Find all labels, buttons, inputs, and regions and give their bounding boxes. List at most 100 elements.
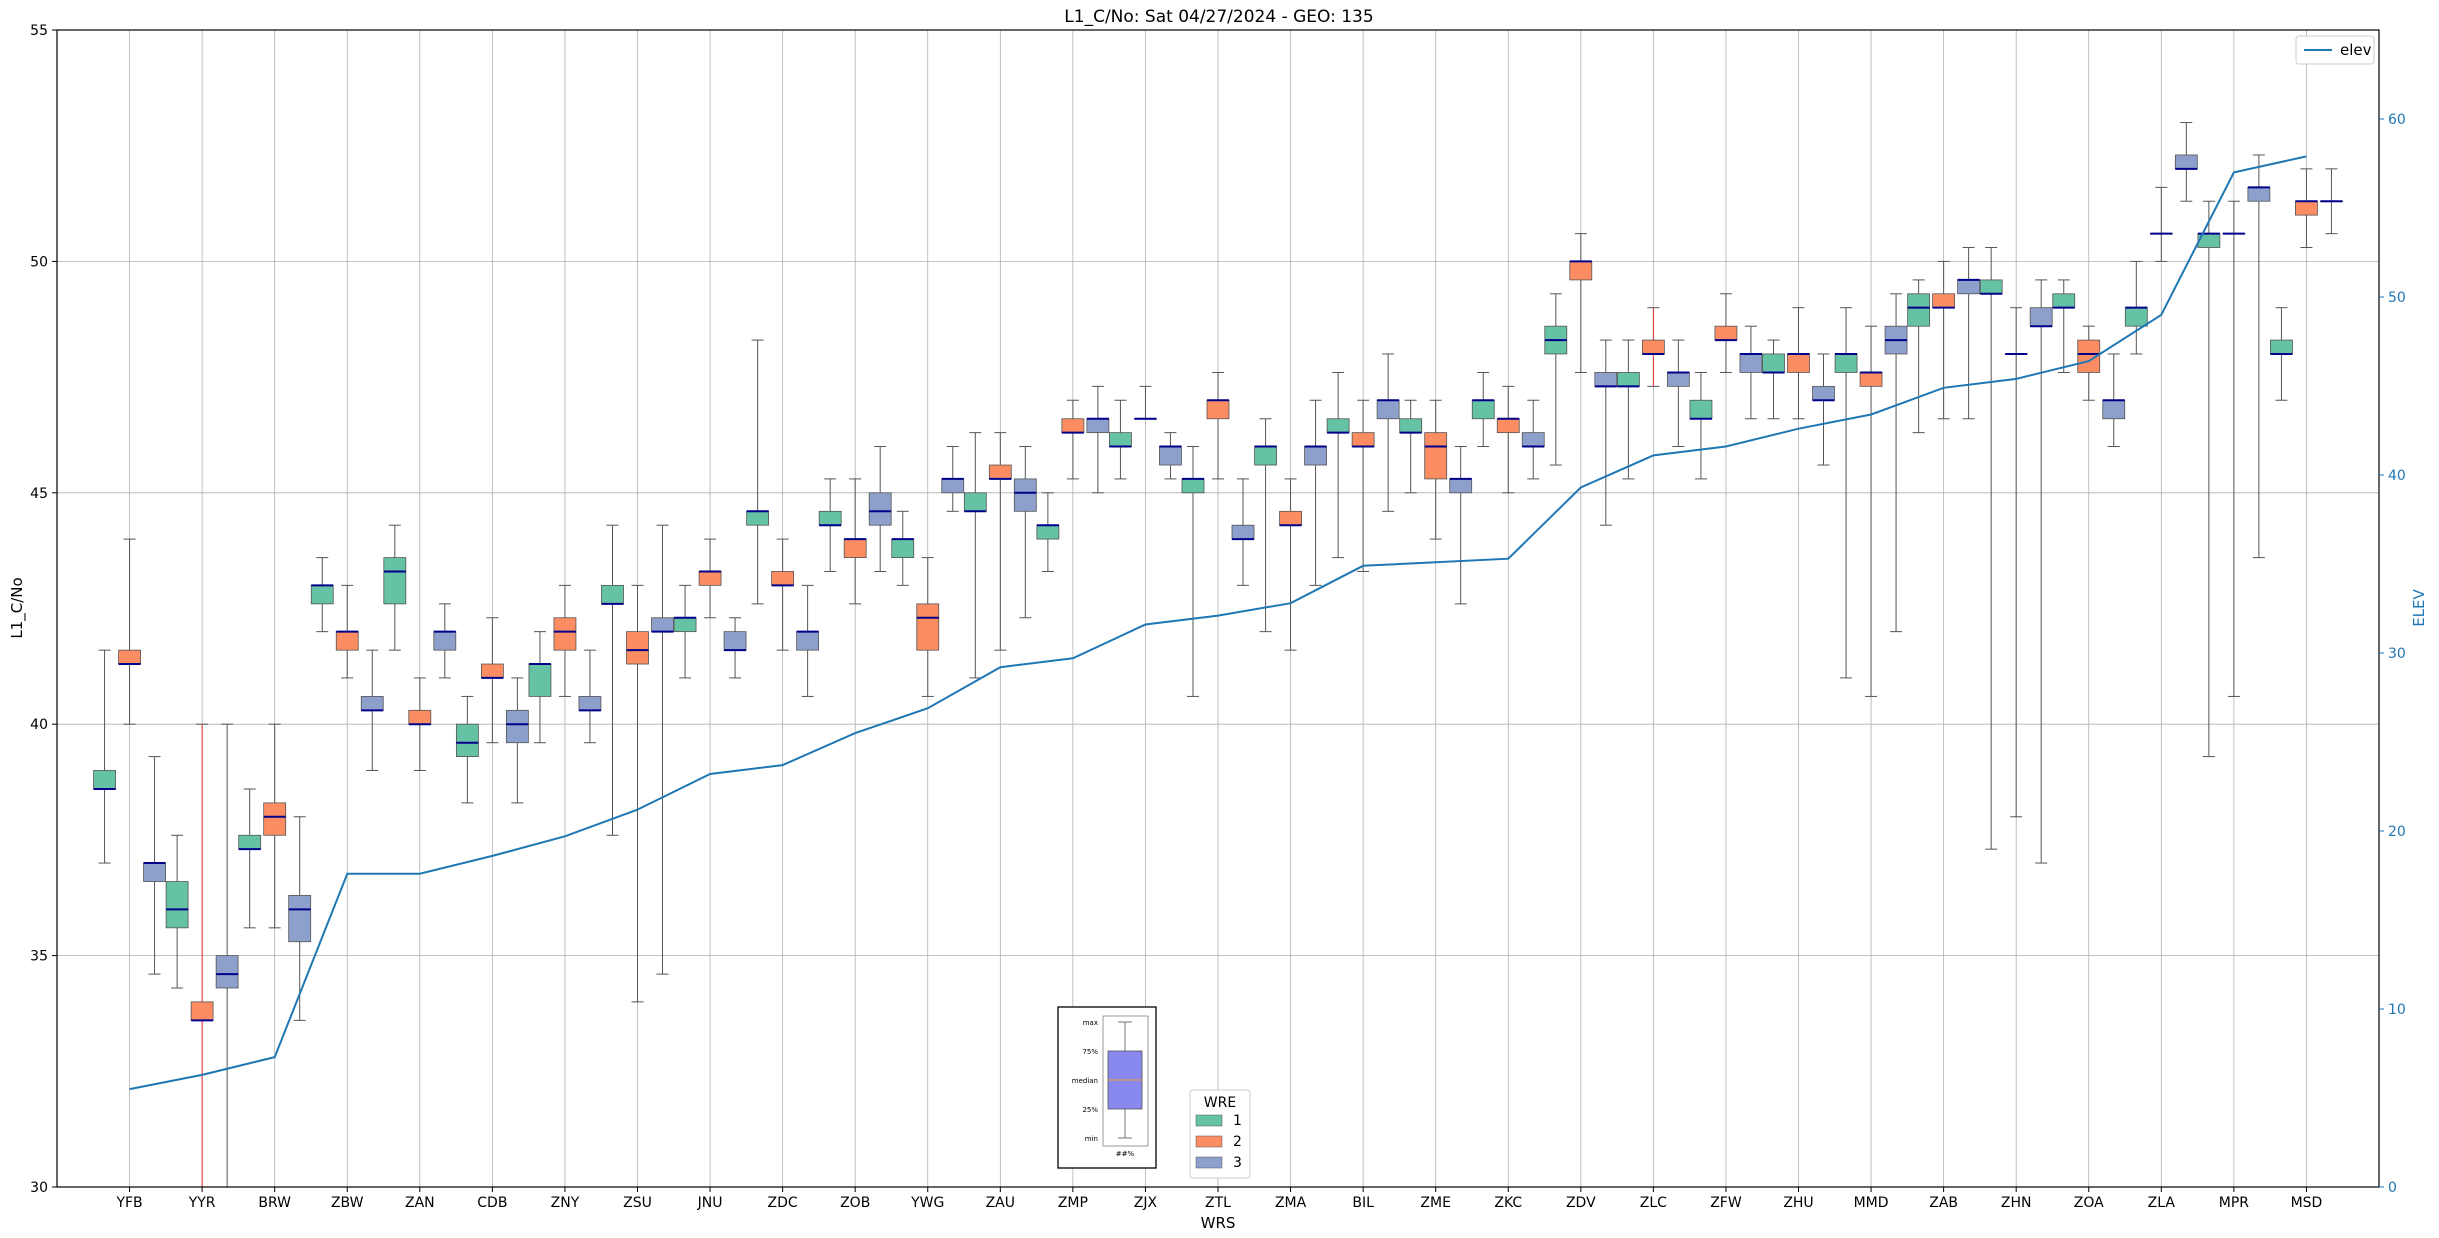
box-body: [651, 617, 674, 633]
box-body: [2124, 307, 2148, 327]
box-body: [1957, 279, 1981, 295]
box-body: [1471, 399, 1495, 420]
box-yyr-wre1: [165, 834, 189, 989]
box-body: [796, 631, 820, 651]
box-body: [1279, 510, 1302, 526]
box-brw-wre2: [263, 723, 287, 929]
box-body: [1859, 372, 1883, 387]
box-body: [143, 862, 166, 882]
box-zma-wre1: [1254, 418, 1277, 633]
box-body: [455, 723, 479, 757]
box-body: [1616, 372, 1640, 387]
box-cdb-wre2: [480, 617, 504, 744]
elev-legend: elev: [2295, 35, 2375, 65]
box-body: [1061, 418, 1085, 434]
x-tick-label: YFB: [115, 1195, 142, 1211]
box-body: [2052, 293, 2076, 309]
box-zhn-wre2: [2004, 307, 2028, 818]
wre-legend-swatch-1: [1195, 1114, 1223, 1127]
box-mmd-wre3: [1884, 293, 1908, 633]
box-ywg-wre2: [916, 557, 940, 697]
elev-legend-label: elev: [2340, 41, 2372, 59]
x-tick-label: ZBW: [331, 1195, 364, 1211]
y2-tick-label: 30: [2388, 646, 2406, 662]
box-zdv-wre2: [1569, 233, 1593, 373]
wre-legend-label-1: 1: [1233, 1113, 1242, 1129]
box-body: [528, 663, 552, 697]
box-body: [433, 631, 457, 651]
box-body: [673, 617, 697, 633]
box-zla-wre1: [2124, 260, 2148, 355]
box-zmp-wre1: [1036, 492, 1060, 572]
x-tick-label: BRW: [258, 1195, 291, 1211]
box-key-label-max: max: [1083, 1019, 1098, 1027]
x-tick-label: ZDV: [1566, 1195, 1596, 1211]
x-tick-label: YWG: [910, 1195, 944, 1211]
box-body: [868, 492, 892, 526]
box-body: [723, 631, 747, 651]
box-zan-wre1: [383, 524, 407, 651]
box-zme-wre1: [1399, 399, 1423, 494]
box-body: [818, 510, 842, 526]
elev-layer: [129, 155, 2307, 1091]
box-msd-wre3: [2320, 168, 2343, 235]
box-zab-wre3: [1957, 247, 1981, 420]
box-body: [480, 663, 504, 679]
y2-axis-label: ELEV: [2410, 588, 2428, 626]
box-zan-wre2: [408, 677, 432, 771]
x-tick-label: MMD: [1854, 1195, 1889, 1211]
box-zma-wre2: [1279, 478, 1302, 651]
box-zau-wre1: [963, 432, 987, 679]
box-body: [1159, 446, 1182, 466]
box-zab-wre1: [1907, 279, 1931, 434]
box-body: [1351, 432, 1375, 447]
box-zob-wre2: [843, 478, 867, 605]
box-body: [601, 584, 624, 605]
box-zny-wre2: [553, 584, 577, 697]
wre-legend-label-3: 3: [1233, 1155, 1242, 1171]
box-jnu-wre1: [673, 584, 697, 679]
y2-tick-label: 50: [2388, 290, 2406, 306]
x-tick-label: ZFW: [1710, 1195, 1742, 1211]
box-zlc-wre1: [1616, 339, 1640, 480]
y-tick-label: 50: [30, 254, 48, 270]
y-tick-label: 35: [30, 949, 48, 965]
box-zhu-wre1: [1762, 339, 1785, 420]
wre-legend-swatch-2: [1195, 1135, 1223, 1148]
box-zdc-wre3: [796, 584, 820, 697]
box-body: [1666, 372, 1690, 387]
box-cdb-wre3: [505, 677, 529, 804]
box-body: [1787, 353, 1810, 373]
box-zob-wre3: [868, 446, 892, 572]
box-body: [238, 834, 262, 850]
box-zau-wre3: [1013, 446, 1037, 619]
x-tick-label: YYR: [188, 1195, 216, 1211]
box-zny-wre1: [528, 631, 552, 744]
elev-legend-frame: [2295, 35, 2375, 65]
box-zfw-wre2: [1714, 293, 1738, 373]
box-body: [963, 492, 987, 512]
x-tick-label: ZDC: [768, 1195, 798, 1211]
x-tick-label: ZOB: [840, 1195, 870, 1211]
box-body: [746, 510, 770, 526]
box-zlc-wre2: [1641, 307, 1665, 387]
grid: [57, 29, 2379, 1188]
x-tick-label: ZNY: [551, 1195, 580, 1211]
box-zau-wre2: [988, 432, 1012, 651]
box-brw-wre3: [288, 816, 312, 1021]
y2-tick-label: 60: [2388, 112, 2406, 128]
y2-tick-label: 10: [2388, 1002, 2406, 1018]
box-body: [1714, 325, 1738, 341]
box-zma-wre3: [1304, 399, 1327, 586]
x-tick-label: ZJX: [1134, 1195, 1158, 1211]
box-key-label-q1: 25%: [1082, 1106, 1098, 1114]
box-zob-wre1: [818, 478, 842, 572]
box-body: [1036, 524, 1060, 540]
box-body: [335, 631, 359, 651]
box-zjx-wre1: [1109, 399, 1132, 480]
box-body: [2270, 339, 2293, 355]
box-ztl-wre2: [1206, 371, 1230, 480]
x-tick-label: ZLC: [1640, 1195, 1667, 1211]
box-body: [1496, 418, 1520, 434]
x-tick-label: ZAN: [405, 1195, 435, 1211]
